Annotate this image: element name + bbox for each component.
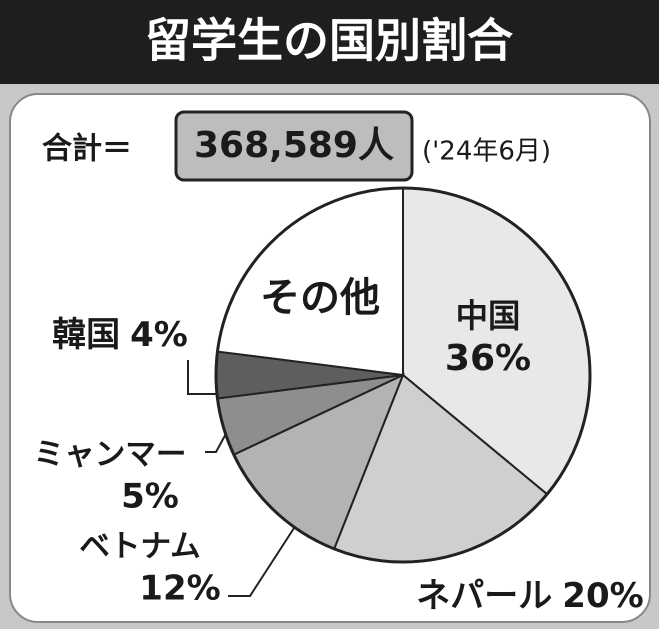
- total-value: 368,589人: [194, 125, 394, 166]
- category-label: 中国: [456, 297, 521, 335]
- total-label: 合計＝: [42, 132, 132, 167]
- leader-lines: [187, 360, 297, 597]
- value-label: 5%: [121, 477, 179, 517]
- total-box: [174, 110, 414, 182]
- title-bar: [0, 0, 659, 84]
- slice-label: ネパール 20%: [416, 576, 643, 616]
- category-label: ミャンマー: [34, 438, 187, 473]
- category-label: ベトナム: [79, 530, 200, 565]
- slice-label: その他: [260, 275, 380, 321]
- value-label: 36%: [445, 338, 531, 379]
- category-label: ネパール: [416, 576, 552, 616]
- chart-title: 留学生の国別割合: [145, 14, 513, 68]
- leader-line: [187, 360, 220, 395]
- category-label: 韓国: [52, 315, 120, 355]
- value-label: 12%: [139, 569, 220, 609]
- leader-line: [228, 524, 297, 597]
- slice-label: 韓国 4%: [52, 315, 188, 355]
- category-label: その他: [260, 275, 380, 321]
- value-label: 20%: [562, 576, 643, 616]
- value-label: 4%: [130, 315, 188, 355]
- leader-line: [205, 429, 229, 453]
- pie-outline: [214, 186, 592, 564]
- date-note: ('24年6月): [422, 137, 551, 167]
